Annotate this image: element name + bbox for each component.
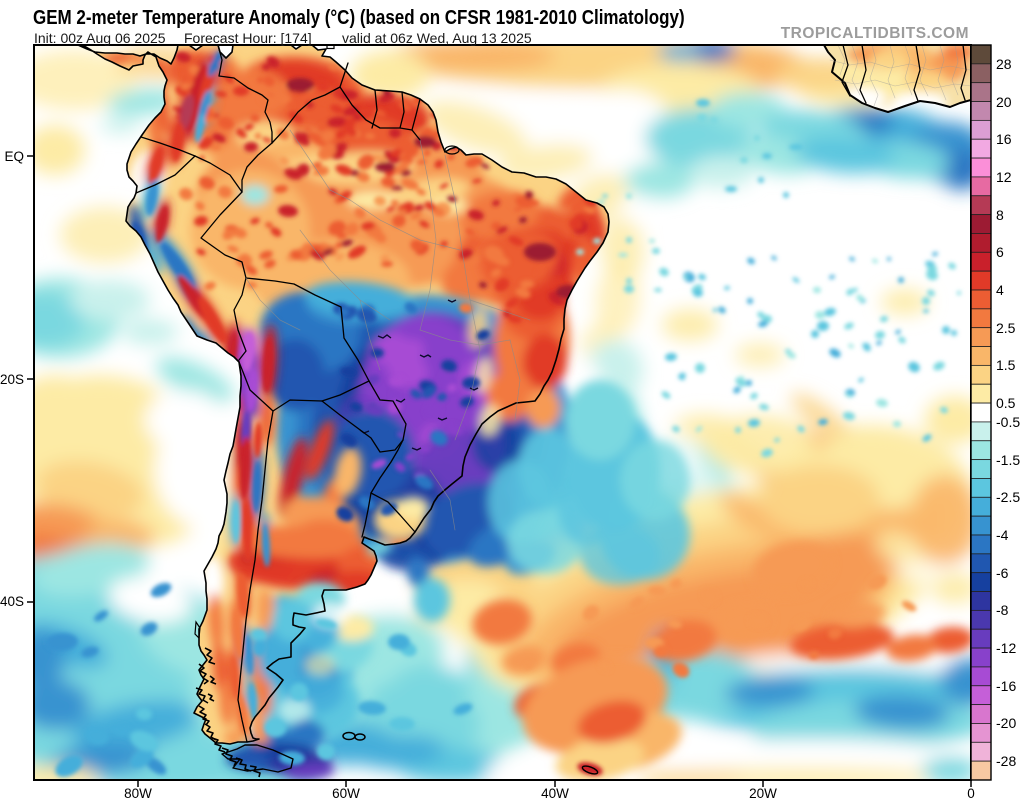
svg-text:GEM 2-meter Temperature Anomal: GEM 2-meter Temperature Anomaly (°C) (ba…	[33, 6, 685, 29]
svg-text:40W: 40W	[541, 786, 569, 800]
svg-text:12: 12	[996, 169, 1012, 185]
svg-text:-0.5: -0.5	[996, 414, 1020, 430]
svg-text:2.5: 2.5	[996, 320, 1016, 336]
svg-text:TROPICALTIDBITS.COM: TROPICALTIDBITS.COM	[781, 25, 969, 42]
svg-text:-6: -6	[996, 565, 1009, 581]
svg-text:4: 4	[996, 282, 1004, 298]
svg-text:-20: -20	[996, 715, 1016, 731]
svg-text:40S: 40S	[0, 594, 24, 609]
svg-text:-1.5: -1.5	[996, 452, 1020, 468]
svg-text:16: 16	[996, 131, 1012, 147]
svg-text:20: 20	[996, 94, 1012, 110]
svg-text:-2.5: -2.5	[996, 489, 1020, 505]
svg-text:80W: 80W	[124, 786, 152, 800]
svg-text:60W: 60W	[332, 786, 360, 800]
svg-text:0.5: 0.5	[996, 395, 1016, 411]
svg-text:0: 0	[967, 786, 975, 800]
svg-text:-4: -4	[996, 527, 1009, 543]
svg-text:1.5: 1.5	[996, 357, 1016, 373]
svg-text:-16: -16	[996, 678, 1016, 694]
svg-text:20S: 20S	[0, 372, 24, 387]
svg-text:8: 8	[996, 207, 1004, 223]
svg-text:20W: 20W	[749, 786, 777, 800]
svg-text:-28: -28	[996, 753, 1016, 769]
svg-text:-8: -8	[996, 602, 1009, 618]
svg-text:-12: -12	[996, 640, 1016, 656]
svg-text:EQ: EQ	[4, 149, 24, 164]
svg-text:28: 28	[996, 56, 1012, 72]
svg-text:6: 6	[996, 244, 1004, 260]
